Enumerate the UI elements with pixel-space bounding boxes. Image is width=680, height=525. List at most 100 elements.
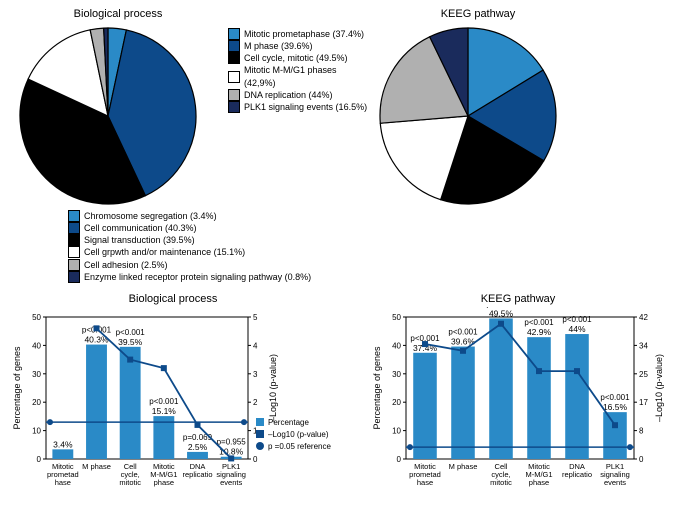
legend-item: Chromosome segregation (3.4%) (68, 210, 388, 222)
svg-text:40: 40 (392, 341, 401, 350)
bar-bp: 01020304050012345Percentage of genes–Log… (8, 307, 338, 517)
bar-kegg: 010203040500817253442Percentage of genes… (368, 307, 668, 517)
legend-item: Signal transduction (39.5%) (68, 234, 388, 246)
svg-text:hase: hase (55, 478, 71, 487)
legend-label: Cell adhesion (2.5%) (84, 259, 168, 271)
legend-swatch (68, 246, 80, 258)
pie-bp (8, 20, 208, 210)
legend-label: Chromosome segregation (3.4%) (84, 210, 217, 222)
legend-swatch (68, 222, 80, 234)
legend-swatch (228, 28, 240, 40)
svg-text:replicatio: replicatio (182, 470, 212, 479)
svg-text:p<0.001: p<0.001 (524, 318, 554, 327)
legend-label: Mitotic M-M/G1 phases (42,9%) (244, 64, 368, 88)
svg-text:0: 0 (397, 455, 402, 464)
svg-text:30: 30 (32, 370, 41, 379)
svg-text:3.4%: 3.4% (53, 439, 73, 449)
svg-text:10.8%: 10.8% (219, 447, 244, 457)
svg-text:events: events (220, 478, 242, 487)
svg-text:Percentage of genes: Percentage of genes (372, 346, 382, 430)
svg-text:hase: hase (417, 478, 433, 487)
legend-item: Cell cycle, mitotic (49.5%) (228, 52, 368, 64)
legend-item: Cell adhesion (2.5%) (68, 259, 388, 271)
svg-text:49.5%: 49.5% (489, 308, 514, 318)
svg-text:10: 10 (32, 426, 41, 435)
legend-item: Cell grpwth and/or maintenance (15.1%) (68, 246, 388, 258)
legend-item: Cell communication (40.3%) (68, 222, 388, 234)
legend-item: M phase (39.6%) (228, 40, 368, 52)
legend-label: Cell grpwth and/or maintenance (15.1%) (84, 246, 245, 258)
legend-label: PLK1 signaling events (16.5%) (244, 101, 367, 113)
svg-text:40: 40 (32, 341, 41, 350)
svg-text:0: 0 (639, 455, 644, 464)
svg-text:0: 0 (37, 455, 42, 464)
svg-text:0: 0 (253, 455, 258, 464)
svg-text:–Log10 (p-value): –Log10 (p-value) (268, 354, 278, 422)
legend-swatch (68, 234, 80, 246)
pie-kegg (368, 20, 568, 210)
legend-swatch (68, 210, 80, 222)
legend-label: M phase (39.6%) (244, 40, 313, 52)
bar-bp-title: Biological process (8, 293, 338, 305)
svg-text:p<0.001: p<0.001 (149, 397, 179, 406)
pie-bp-title: Biological process (8, 8, 228, 20)
svg-text:3: 3 (253, 370, 258, 379)
svg-text:–Log10 (p-value): –Log10 (p-value) (268, 430, 329, 439)
legend-kegg: Mitotic prometaphase (37.4%)M phase (39.… (228, 28, 368, 113)
legend-item: Mitotic M-M/G1 phases (42,9%) (228, 64, 368, 88)
svg-text:p<0.001: p<0.001 (448, 327, 478, 336)
svg-text:50: 50 (392, 313, 401, 322)
svg-text:34: 34 (639, 341, 648, 350)
svg-text:phase: phase (529, 478, 549, 487)
svg-text:25: 25 (639, 370, 648, 379)
legend-label: Cell cycle, mitotic (49.5%) (244, 52, 348, 64)
legend-label: Enzyme linked receptor protein signaling… (84, 271, 311, 283)
pie-kegg-title: KEEG pathway (368, 8, 588, 20)
svg-text:2: 2 (253, 398, 258, 407)
legend-item: DNA replication (44%) (228, 89, 368, 101)
svg-text:p<0.001: p<0.001 (562, 315, 592, 324)
svg-text:17: 17 (639, 398, 648, 407)
svg-text:mitotic: mitotic (490, 478, 512, 487)
svg-text:42: 42 (639, 313, 648, 322)
legend-label: Cell communication (40.3%) (84, 222, 197, 234)
svg-text:2.5%: 2.5% (188, 442, 208, 452)
legend-swatch (228, 89, 240, 101)
legend-item: Enzyme linked receptor protein signaling… (68, 271, 388, 283)
legend-item: Mitotic prometaphase (37.4%) (228, 28, 368, 40)
svg-text:39.5%: 39.5% (118, 337, 143, 347)
legend-item: PLK1 signaling events (16.5%) (228, 101, 368, 113)
legend-swatch (68, 259, 80, 271)
bar-kegg-title: KEEG pathway (368, 293, 668, 305)
legend-label: Mitotic prometaphase (37.4%) (244, 28, 364, 40)
svg-text:replicatio: replicatio (562, 470, 592, 479)
svg-text:Percentage of genes: Percentage of genes (12, 346, 22, 430)
svg-text:20: 20 (32, 398, 41, 407)
svg-text:30: 30 (392, 370, 401, 379)
svg-text:4: 4 (253, 341, 258, 350)
pie-kegg-panel: KEEG pathway (368, 8, 588, 210)
svg-text:p=0.955: p=0.955 (217, 438, 247, 447)
legend-swatch (228, 52, 240, 64)
svg-text:M phase: M phase (82, 462, 111, 471)
svg-text:mitotic: mitotic (119, 478, 141, 487)
svg-text:8: 8 (639, 426, 644, 435)
legend-bp: Chromosome segregation (3.4%)Cell commun… (68, 210, 388, 283)
svg-text:–Log10 (p-value): –Log10 (p-value) (654, 354, 664, 422)
svg-text:phase: phase (154, 478, 174, 487)
svg-text:Percentage: Percentage (268, 418, 309, 427)
svg-text:p =0.05 reference: p =0.05 reference (268, 442, 331, 451)
svg-text:events: events (604, 478, 626, 487)
svg-text:M phase: M phase (449, 462, 478, 471)
legend-swatch (228, 101, 240, 113)
svg-text:p=0.069: p=0.069 (183, 433, 213, 442)
pie-bp-panel: Biological process (8, 8, 228, 210)
legend-swatch (228, 71, 240, 83)
svg-text:p<0.001: p<0.001 (116, 328, 146, 337)
svg-text:44%: 44% (568, 324, 585, 334)
svg-text:p<0.001: p<0.001 (486, 307, 516, 308)
svg-text:16.5%: 16.5% (603, 402, 628, 412)
legend-label: DNA replication (44%) (244, 89, 333, 101)
legend-swatch (68, 271, 80, 283)
svg-text:5: 5 (253, 313, 258, 322)
